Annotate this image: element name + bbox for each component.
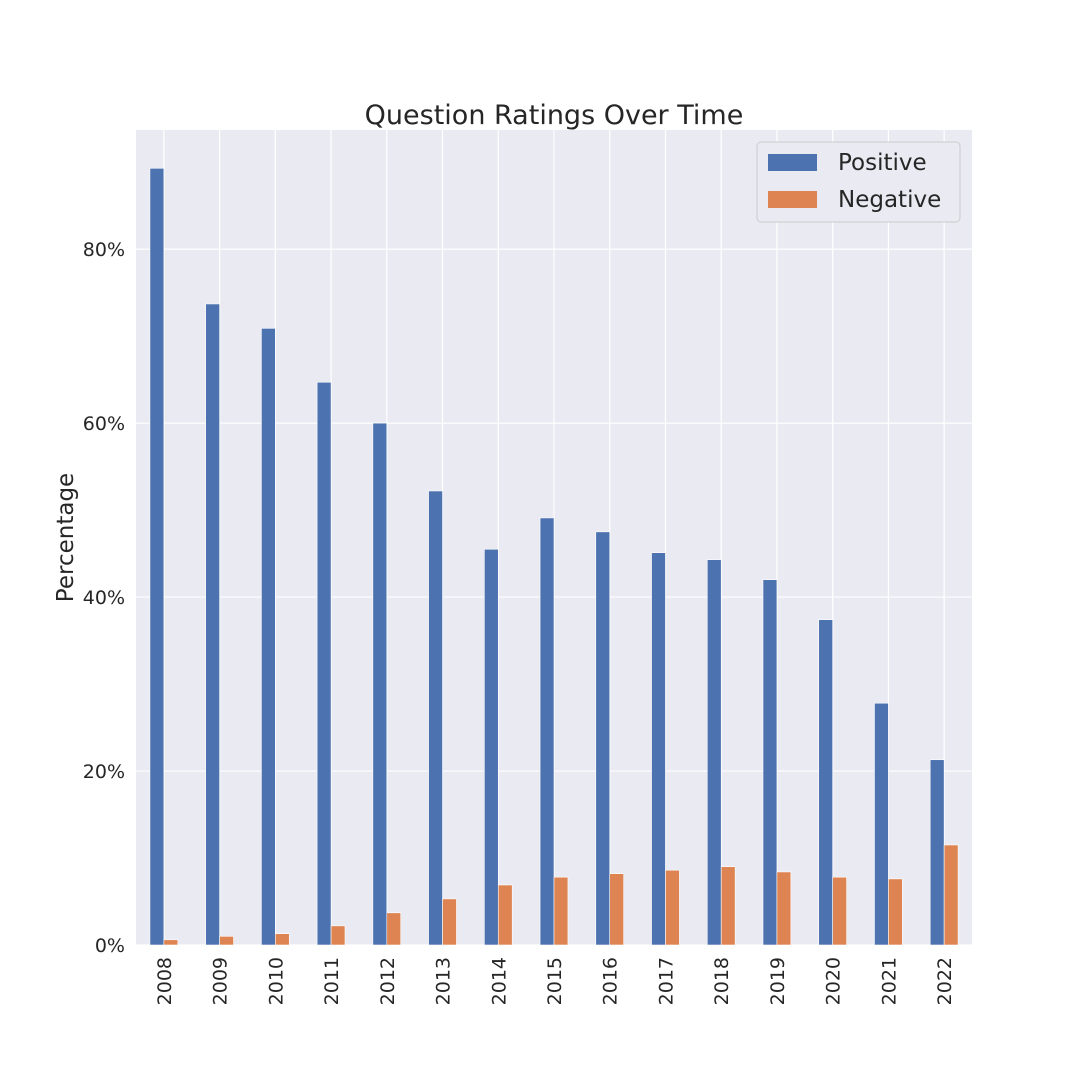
bar-positive-2020 [818, 619, 833, 946]
x-tick-label: 2013 [433, 957, 455, 1005]
x-tick-label: 2019 [767, 957, 789, 1005]
bar-positive-2018 [706, 559, 722, 946]
x-tick-label: 2010 [265, 957, 287, 1005]
bar-negative-2009 [219, 936, 234, 946]
bar-negative-2010 [275, 933, 290, 946]
bar-negative-2008 [163, 939, 179, 946]
x-tick-label: 2016 [600, 957, 622, 1005]
bar-negative-2015 [553, 876, 569, 946]
bar-positive-2010 [261, 328, 276, 946]
bar-positive-2022 [929, 759, 945, 946]
x-tick-label: 2011 [321, 957, 343, 1005]
bar-positive-2012 [372, 422, 388, 946]
bar-negative-2019 [776, 871, 792, 946]
bar-negative-2011 [330, 925, 346, 946]
bar-negative-2012 [386, 912, 402, 946]
bar-positive-2008 [149, 167, 165, 946]
bar-positive-2014 [484, 548, 499, 946]
y-tick-label: 20% [83, 761, 125, 783]
bar-positive-2021 [874, 702, 889, 946]
x-tick-label: 2012 [377, 957, 399, 1005]
y-tick-label: 60% [83, 413, 125, 435]
legend-label-positive: Positive [838, 150, 927, 176]
bars [149, 167, 959, 946]
x-tick-label: 2008 [154, 957, 176, 1005]
x-tick-label: 2020 [823, 957, 845, 1005]
x-tick-label: 2017 [655, 957, 677, 1005]
bar-negative-2017 [665, 869, 680, 946]
x-axis-ticks: 2008 2009 2010 2011 2012 2013 2014 2015 2016 2017… [154, 957, 956, 1005]
bar-negative-2018 [720, 866, 736, 946]
y-axis-label: Percentage [53, 473, 79, 602]
x-tick-label: 2018 [711, 957, 733, 1005]
legend-label-negative: Negative [838, 187, 941, 213]
bar-positive-2015 [539, 517, 555, 946]
x-tick-label: 2021 [878, 957, 900, 1005]
x-tick-label: 2009 [210, 957, 232, 1005]
y-tick-label: 80% [83, 239, 125, 261]
bar-negative-2021 [888, 878, 903, 946]
x-tick-label: 2022 [934, 957, 956, 1005]
bar-positive-2016 [595, 531, 611, 946]
y-tick-label: 0% [95, 935, 125, 957]
bar-negative-2013 [442, 898, 457, 946]
legend-swatch-positive [768, 154, 817, 171]
bar-positive-2019 [762, 579, 778, 946]
bar-positive-2017 [651, 552, 666, 946]
chart-title: Question Ratings Over Time [365, 100, 744, 131]
bar-negative-2014 [497, 884, 513, 946]
legend-swatch-negative [768, 191, 817, 208]
bar-negative-2016 [609, 873, 624, 946]
bar-positive-2009 [205, 303, 220, 946]
bar-negative-2020 [832, 876, 847, 946]
y-axis-ticks: 0% 20% 40% 60% 80% [83, 239, 125, 957]
x-tick-label: 2014 [488, 957, 510, 1005]
bar-positive-2011 [316, 381, 332, 946]
y-tick-label: 40% [83, 587, 125, 609]
legend: Positive Negative [756, 141, 961, 223]
bar-negative-2022 [943, 844, 959, 946]
x-tick-label: 2015 [544, 957, 566, 1005]
bar-positive-2013 [428, 490, 443, 946]
